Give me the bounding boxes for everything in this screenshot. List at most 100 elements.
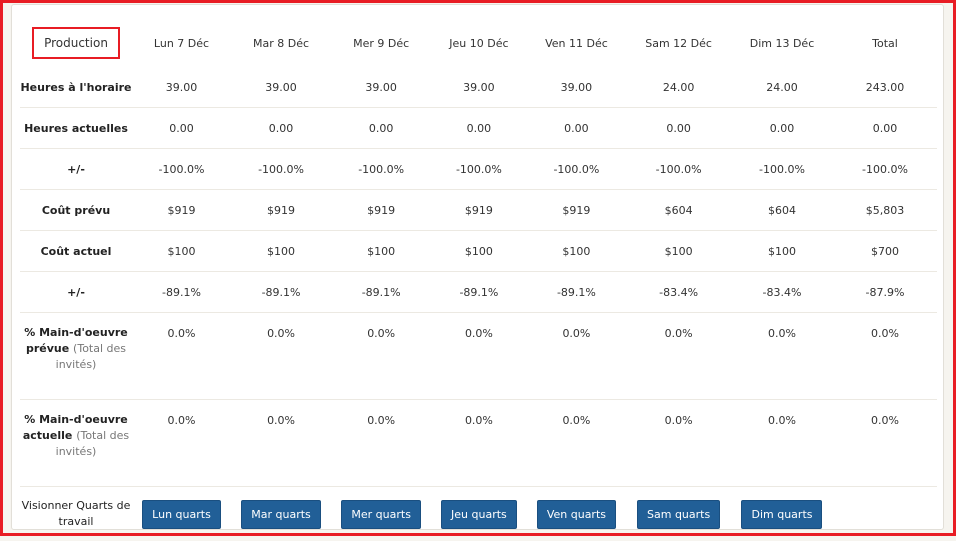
value-cell: 39.00 <box>331 67 431 108</box>
empty-cell <box>833 487 937 541</box>
value-cell: 0.0% <box>731 313 833 400</box>
total-cell: $5,803 <box>833 190 937 231</box>
value-cell: 39.00 <box>132 67 231 108</box>
value-cell: 0.00 <box>431 108 526 149</box>
total-cell: -100.0% <box>833 149 937 190</box>
view-shifts-button[interactable]: Sam quarts <box>637 500 720 529</box>
table-row: +/--89.1%-89.1%-89.1%-89.1%-89.1%-83.4%-… <box>20 272 937 313</box>
value-cell: 0.0% <box>431 400 526 487</box>
value-cell: 0.00 <box>626 108 731 149</box>
value-cell: 39.00 <box>431 67 526 108</box>
value-cell: 0.0% <box>731 400 833 487</box>
table-row: +/--100.0%-100.0%-100.0%-100.0%-100.0%-1… <box>20 149 937 190</box>
value-cell: $919 <box>431 190 526 231</box>
value-cell: $100 <box>527 231 627 272</box>
button-cell: Sam quarts <box>626 487 731 541</box>
header-row: Production Lun 7 Déc Mar 8 Déc Mer 9 Déc… <box>20 19 937 67</box>
button-cell: Jeu quarts <box>431 487 526 541</box>
value-cell: $604 <box>731 190 833 231</box>
table-row: % Main-d'oeuvre actuelle (Total des invi… <box>20 400 937 487</box>
value-cell: -100.0% <box>731 149 833 190</box>
button-cell: Mer quarts <box>331 487 431 541</box>
section-title: Production <box>32 27 120 59</box>
day-header: Jeu 10 Déc <box>431 19 526 67</box>
value-cell: 24.00 <box>731 67 833 108</box>
value-cell: 39.00 <box>231 67 331 108</box>
value-cell: $919 <box>132 190 231 231</box>
value-cell: -83.4% <box>626 272 731 313</box>
value-cell: $100 <box>132 231 231 272</box>
value-cell: $604 <box>626 190 731 231</box>
value-cell: $919 <box>331 190 431 231</box>
value-cell: 39.00 <box>527 67 627 108</box>
value-cell: 0.0% <box>231 313 331 400</box>
production-card: Production Lun 7 Déc Mar 8 Déc Mer 9 Déc… <box>11 4 944 530</box>
value-cell: $919 <box>231 190 331 231</box>
row-label: Coût actuel <box>20 231 132 272</box>
value-cell: $100 <box>231 231 331 272</box>
day-header: Mer 9 Déc <box>331 19 431 67</box>
row-label-cell: % Main-d'oeuvre prévue (Total des invité… <box>20 313 132 400</box>
table-row: % Main-d'oeuvre prévue (Total des invité… <box>20 313 937 400</box>
value-cell: -100.0% <box>231 149 331 190</box>
day-header: Dim 13 Déc <box>731 19 833 67</box>
shifts-row: Visionner Quarts de travail Lun quarts Mar… <box>20 487 937 541</box>
value-cell: $100 <box>731 231 833 272</box>
row-label-cell: % Main-d'oeuvre actuelle (Total des invi… <box>20 400 132 487</box>
value-cell: -100.0% <box>331 149 431 190</box>
row-label: +/- <box>20 149 132 190</box>
total-cell: 0.00 <box>833 108 937 149</box>
value-cell: 0.00 <box>731 108 833 149</box>
total-cell: 0.0% <box>833 313 937 400</box>
button-cell: Dim quarts <box>731 487 833 541</box>
day-header: Sam 12 Déc <box>626 19 731 67</box>
value-cell: 0.0% <box>527 400 627 487</box>
value-cell: 0.0% <box>626 313 731 400</box>
section-header: Production <box>20 19 132 67</box>
total-cell: 243.00 <box>833 67 937 108</box>
total-cell: $700 <box>833 231 937 272</box>
value-cell: 0.0% <box>626 400 731 487</box>
value-cell: 0.0% <box>231 400 331 487</box>
shifts-label: Visionner Quarts de travail <box>20 487 132 541</box>
day-header: Mar 8 Déc <box>231 19 331 67</box>
value-cell: -89.1% <box>331 272 431 313</box>
table-row: Coût prévu$919$919$919$919$919$604$604$5… <box>20 190 937 231</box>
view-shifts-button[interactable]: Mar quarts <box>241 500 321 529</box>
view-shifts-button[interactable]: Mer quarts <box>341 500 421 529</box>
value-cell: 0.0% <box>331 400 431 487</box>
production-table: Production Lun 7 Déc Mar 8 Déc Mer 9 Déc… <box>20 19 937 541</box>
view-shifts-button[interactable]: Jeu quarts <box>441 500 517 529</box>
button-cell: Mar quarts <box>231 487 331 541</box>
value-cell: -89.1% <box>527 272 627 313</box>
table-row: Coût actuel$100$100$100$100$100$100$100$… <box>20 231 937 272</box>
view-shifts-button[interactable]: Dim quarts <box>741 500 822 529</box>
value-cell: -89.1% <box>431 272 526 313</box>
value-cell: -100.0% <box>132 149 231 190</box>
value-cell: 0.0% <box>331 313 431 400</box>
value-cell: $919 <box>527 190 627 231</box>
day-header: Lun 7 Déc <box>132 19 231 67</box>
value-cell: $100 <box>431 231 526 272</box>
value-cell: 0.0% <box>431 313 526 400</box>
value-cell: 0.00 <box>132 108 231 149</box>
day-header: Ven 11 Déc <box>527 19 627 67</box>
row-label: Heures actuelles <box>20 108 132 149</box>
value-cell: 24.00 <box>626 67 731 108</box>
value-cell: -89.1% <box>132 272 231 313</box>
value-cell: -100.0% <box>431 149 526 190</box>
button-cell: Lun quarts <box>132 487 231 541</box>
view-shifts-button[interactable]: Ven quarts <box>537 500 616 529</box>
row-label: Coût prévu <box>20 190 132 231</box>
value-cell: 0.00 <box>231 108 331 149</box>
value-cell: -100.0% <box>527 149 627 190</box>
view-shifts-button[interactable]: Lun quarts <box>142 500 221 529</box>
value-cell: 0.0% <box>132 313 231 400</box>
value-cell: -83.4% <box>731 272 833 313</box>
total-cell: -87.9% <box>833 272 937 313</box>
value-cell: -100.0% <box>626 149 731 190</box>
total-header: Total <box>833 19 937 67</box>
value-cell: $100 <box>331 231 431 272</box>
